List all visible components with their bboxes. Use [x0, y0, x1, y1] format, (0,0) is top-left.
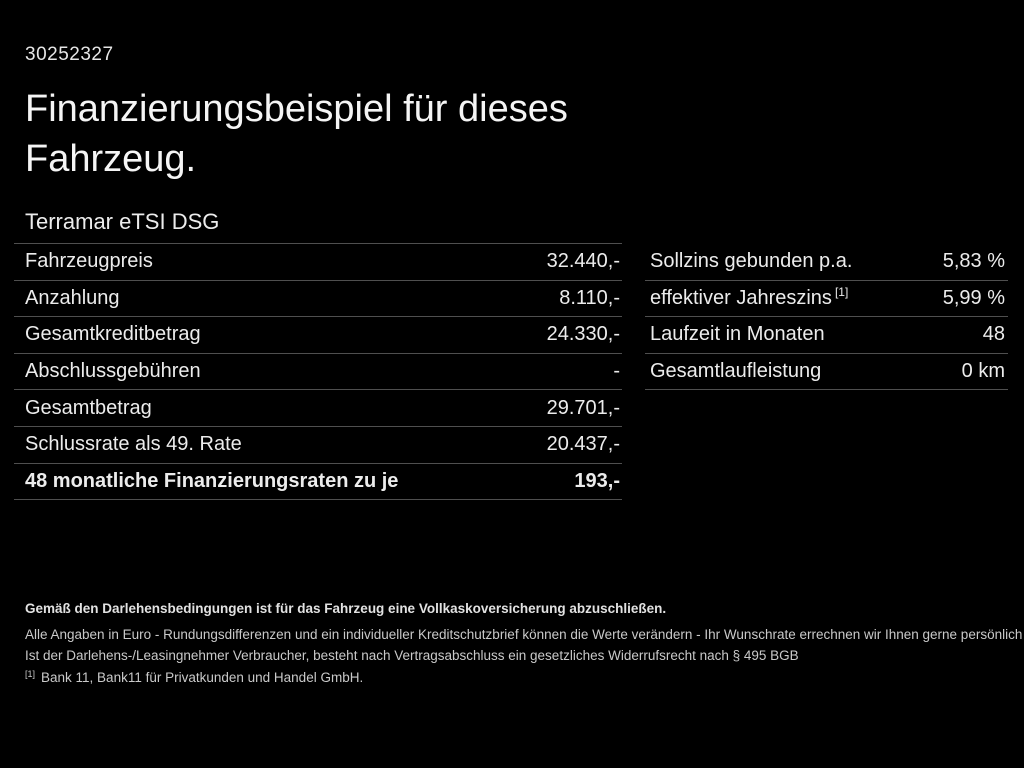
- table-row: Gesamtbetrag 29.701,-: [14, 390, 622, 427]
- disclaimer-line-1: Alle Angaben in Euro - Rundungsdifferenz…: [25, 627, 1023, 642]
- row-value: 8.110,-: [559, 286, 620, 309]
- table-row: Abschlussgebühren -: [14, 354, 622, 391]
- footnote-marker: [1]: [25, 668, 36, 679]
- table-row: effektiver Jahreszins [1] 5,99 %: [645, 281, 1008, 318]
- table-row: Gesamtlaufleistung 0 km: [645, 354, 1008, 391]
- footnote: [1] Bank 11, Bank11 für Privatkunden und …: [25, 668, 1010, 686]
- row-label: Gesamtlaufleistung: [650, 360, 822, 383]
- table-row: Laufzeit in Monaten 48: [645, 317, 1008, 354]
- table-row: Gesamtkreditbetrag 24.330,-: [14, 317, 622, 354]
- row-value: 193,-: [574, 469, 620, 492]
- row-value: 29.701,-: [546, 396, 620, 419]
- row-label: Sollzins gebunden p.a.: [650, 250, 853, 273]
- row-value: 48: [982, 323, 1005, 346]
- row-value: 5,83 %: [942, 250, 1005, 273]
- finance-table-left: Fahrzeugpreis 32.440,- Anzahlung 8.110,- Ges…: [14, 243, 622, 501]
- row-label: Schlussrate als 49. Rate: [25, 433, 242, 456]
- row-label: Abschlussgebühren: [25, 360, 201, 383]
- row-value: 0 km: [961, 360, 1005, 383]
- row-label: Gesamtbetrag: [25, 396, 152, 419]
- table-row: Sollzins gebunden p.a. 5,83 %: [645, 244, 1008, 281]
- row-value: 24.330,-: [546, 323, 620, 346]
- row-label: Anzahlung: [25, 286, 120, 309]
- vehicle-offer-id: 30252327: [25, 44, 114, 65]
- finance-table-right: Sollzins gebunden p.a. 5,83 % effektiver J…: [645, 243, 1008, 391]
- page-title: Finanzierungsbeispiel für dieses Fahrzeug…: [25, 84, 568, 184]
- table-row: Anzahlung 8.110,-: [14, 281, 622, 318]
- footnote-text: Bank 11, Bank11 für Privatkunden und Han…: [41, 670, 364, 685]
- row-label: Laufzeit in Monaten: [650, 323, 825, 346]
- page-title-line1: Finanzierungsbeispiel für dieses: [25, 88, 568, 130]
- table-row: Fahrzeugpreis 32.440,-: [14, 244, 622, 281]
- row-value: 20.437,-: [546, 433, 620, 456]
- row-label: Gesamtkreditbetrag: [25, 323, 201, 346]
- page-title-line2: Fahrzeug.: [25, 138, 197, 180]
- row-value: -: [613, 360, 620, 383]
- row-value: 32.440,-: [546, 250, 620, 273]
- table-row: Schlussrate als 49. Rate 20.437,-: [14, 427, 622, 464]
- table-row: 48 monatliche Finanzierungsraten zu je 19…: [14, 464, 622, 501]
- row-label: 48 monatliche Finanzierungsraten zu je: [25, 469, 399, 492]
- footnote-ref: [1]: [834, 285, 849, 300]
- disclaimer-line-2: Ist der Darlehens-/Leasingnehmer Verbrau…: [25, 648, 799, 663]
- row-value: 5,99 %: [942, 286, 1005, 309]
- vehicle-name: Terramar eTSI DSG: [25, 209, 220, 234]
- insurance-note: Gemäß den Darlehensbedingungen ist für d…: [25, 601, 667, 616]
- row-label: effektiver Jahreszins [1]: [650, 285, 849, 309]
- row-label: Fahrzeugpreis: [25, 250, 153, 273]
